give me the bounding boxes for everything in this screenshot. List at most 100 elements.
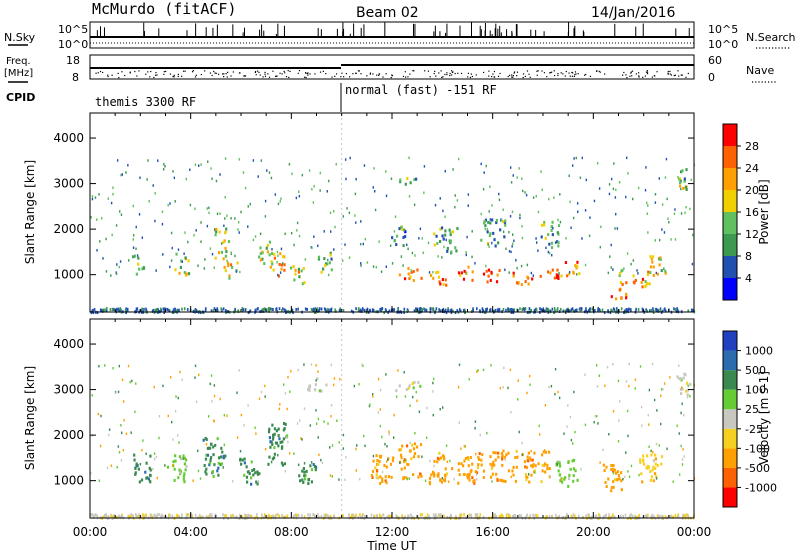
power-cell [350,309,353,313]
power-cell [301,282,304,286]
power-cell [441,278,444,282]
nave-dot [305,76,307,79]
power-cell [550,228,553,232]
power-cell [313,308,315,312]
power-cell [379,308,382,312]
velocity-cell-sparse [333,377,336,380]
power-cell [454,246,457,250]
velocity-cell [303,470,306,474]
power-cell-sparse [262,251,264,255]
power-cell [136,307,139,311]
nave-dot [441,76,443,79]
power-cell [480,238,483,242]
nave-dot [550,72,552,74]
power-cell-sparse [161,210,164,214]
velocity-cell-sparse [418,410,421,414]
velocity-cell [185,464,188,468]
beam-title: Beam 02 [356,5,419,21]
velocity-cell-sparse [441,406,444,409]
velocity-cell-sparse [385,460,388,463]
power-cell [619,271,622,275]
velocity-cell [642,462,646,466]
power-cell [278,307,281,311]
velocity-cell-sparse [653,398,656,402]
velocity-cell [351,515,353,519]
velocity-cell [314,383,317,387]
velocity-cell [241,458,244,462]
velocity-cell [477,457,481,461]
velocity-cell [647,464,650,468]
velocity-cell [224,454,227,458]
power-cell-sparse [423,191,425,195]
velocity-cell-sparse [689,394,691,398]
velocity-cell-sparse [538,424,540,428]
power-cell-sparse [442,209,444,213]
velocity-cell [309,464,312,468]
velocity-cell-sparse [650,449,652,453]
velocity-cell [443,457,446,461]
power-cell-sparse [519,213,521,217]
nave-tick-bottom: 0 [708,71,715,84]
velocity-cell [653,472,657,476]
velocity-cell-sparse [625,380,628,383]
power-cell-sparse [579,176,582,180]
velocity-cell [605,513,608,517]
nave-dot [213,70,215,73]
nave-dot [434,70,436,73]
nave-dot [569,75,571,77]
velocity-cell [204,457,208,461]
velocity-cbar-label: Velocity [m s-1] [757,371,771,465]
velocity-cell-sparse [358,383,360,386]
colorbar-segment [723,212,737,234]
power-cell [157,308,159,312]
velocity-cell [274,515,276,519]
velocity-cell [514,479,518,483]
power-cell-sparse [257,175,259,178]
velocity-cell-sparse [612,363,614,366]
velocity-cell [448,515,451,519]
nave-dot [524,75,526,78]
power-cell [180,259,183,263]
power-cell [435,234,438,238]
velocity-cell [176,514,179,518]
power-cell [446,249,449,253]
power-cell-sparse [296,229,298,232]
power-cell-sparse [684,211,686,215]
velocity-cell-sparse [177,396,179,400]
velocity-cell-sparse [236,391,238,394]
nave-dot [442,76,444,78]
velocity-cell-sparse [409,441,411,445]
power-cell-sparse [600,225,602,229]
velocity-cell-sparse [406,477,409,481]
velocity-cell [178,470,182,474]
power-cell [324,308,327,312]
velocity-cell [400,456,403,460]
power-cell-sparse [310,246,312,249]
velocity-cell [637,515,639,519]
velocity-cell-sparse [647,413,650,417]
power-cell [496,308,499,312]
velocity-cell [558,514,560,518]
velocity-cell [501,463,504,467]
velocity-cell [641,480,644,484]
velocity-cell [566,513,568,517]
power-cell-sparse [674,238,677,241]
power-cell-sparse [116,263,118,266]
velocity-cell [144,470,147,474]
nave-dot [557,74,559,77]
velocity-cell-sparse [424,479,427,483]
power-cell-sparse [535,237,537,240]
nsky-tick-bottom: 10^0 [58,38,88,51]
power-cell [249,309,252,313]
nsky-panel [89,21,695,49]
velocity-cell [476,517,479,521]
power-cell-sparse [521,225,523,228]
power-cell-sparse [393,230,396,233]
colorbar-segment [723,487,737,507]
power-cell-sparse [148,200,150,203]
power-cell [572,309,575,313]
nave-label: Nave [746,64,774,77]
velocity-cell [359,515,362,519]
power-cell [183,271,186,275]
